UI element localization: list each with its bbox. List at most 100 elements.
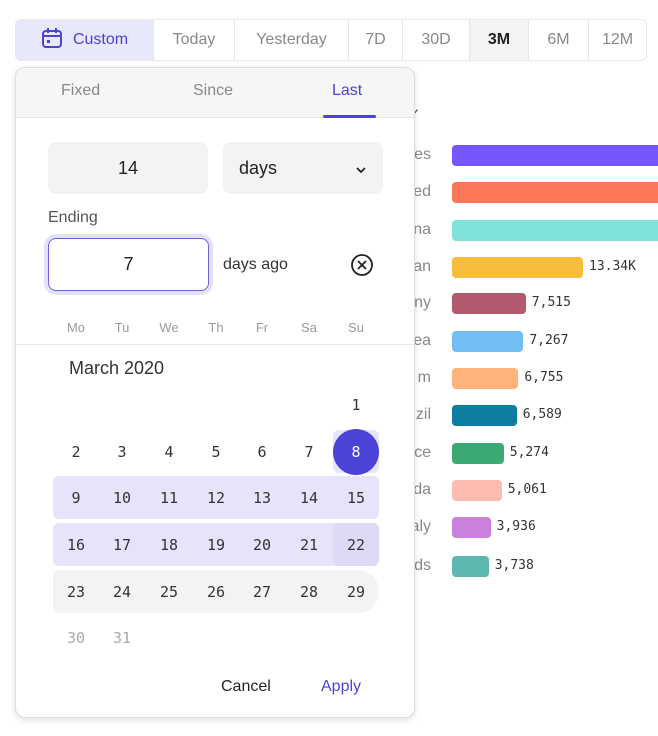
count-value: 14 [117,157,139,178]
calendar-day[interactable]: 23 [66,583,86,601]
preset-label: Custom [72,31,129,48]
weekday-label: Tu [114,320,130,335]
bar-label: aly [410,518,431,535]
preset-label: 7D [365,31,386,48]
preset-today[interactable]: Today [153,20,234,60]
count-input[interactable]: 14 [48,142,208,194]
active-tab-indicator [323,115,376,118]
date-preset-bar: Custom Today Yesterday 7D 30D 3M 6M 12M [15,19,647,61]
calendar-day[interactable]: 10 [112,489,132,507]
bar-value-label: 6,589 [522,407,562,422]
bar[interactable] [452,368,519,389]
preset-6m[interactable]: 6M [528,20,588,60]
date-range-popup: Fixed Since Last 14 days Ending 7 days a… [15,67,415,718]
bar[interactable] [452,405,517,426]
calendar-day[interactable]: 14 [299,489,319,507]
calendar-day[interactable]: 18 [159,536,179,554]
bar-value-label: 3,738 [494,558,534,573]
calendar-day[interactable]: 7 [304,443,314,461]
preset-yesterday[interactable]: Yesterday [234,20,348,60]
calendar-day[interactable]: 1 [351,396,361,414]
preset-label: Yesterday [256,31,327,48]
bar[interactable] [452,182,658,203]
preset-7d[interactable]: 7D [348,20,402,60]
calendar-day[interactable]: 16 [66,536,86,554]
calendar-day[interactable]: 31 [112,629,132,647]
weekday-label: Mo [66,320,86,335]
bar-row: es [0,145,658,166]
calendar-day[interactable]: 20 [252,536,272,554]
calendar-day[interactable]: 12 [206,489,226,507]
preset-label: 12M [601,31,634,48]
check-icon: ✓ [410,106,421,120]
bar-row: ed [0,182,658,203]
bar[interactable] [452,257,583,278]
bar-label: an [413,258,431,275]
bar-row: ds 3,738 [0,556,658,577]
calendar-day[interactable]: 3 [117,443,127,461]
bar-label: na [413,221,431,238]
bar[interactable] [452,145,658,166]
calendar-day[interactable]: 24 [112,583,132,601]
tab-last[interactable]: Last [332,82,363,99]
calendar-day[interactable]: 13 [252,489,272,507]
preset-label: 6M [547,31,570,48]
weekday-label: Th [208,320,224,335]
bar[interactable] [452,556,489,577]
weekday-label: Su [348,320,364,335]
bar-row: da 5,061 [0,480,658,501]
range-highlight [53,523,379,566]
preset-30d[interactable]: 30D [402,20,469,60]
calendar-day[interactable]: 15 [346,489,366,507]
calendar-day[interactable]: 9 [71,489,81,507]
calendar-day[interactable]: 4 [164,443,174,461]
ending-label: Ending [48,209,98,226]
cancel-button[interactable]: Cancel [221,678,271,695]
calendar-day[interactable]: 27 [252,583,272,601]
calendar-day[interactable]: 8 [333,429,379,475]
bar[interactable] [452,443,504,464]
weekday-label: We [159,320,179,335]
calendar-day[interactable]: 6 [257,443,267,461]
tab-since[interactable]: Since [193,82,234,99]
calendar-day[interactable]: 5 [211,443,221,461]
preset-custom[interactable]: Custom [16,20,153,60]
bar-value-label: 7,267 [529,333,569,348]
calendar-day[interactable]: 28 [299,583,319,601]
calendar-day[interactable]: 26 [206,583,226,601]
calendar-day[interactable]: 22 [346,536,366,554]
calendar-day[interactable]: 19 [206,536,226,554]
tab-fixed[interactable]: Fixed [61,82,101,99]
bar[interactable] [452,293,526,314]
bar-label: ed [413,183,431,200]
calendar-day[interactable]: 30 [66,629,86,647]
bar-row: aly 3,936 [0,517,658,538]
calendar-day[interactable]: 25 [159,583,179,601]
bar[interactable] [452,220,658,241]
bar[interactable] [452,517,491,538]
calendar-day[interactable]: 21 [299,536,319,554]
bar-value-label: 5,061 [507,482,547,497]
bar-label: ea [413,332,431,349]
divider [16,344,414,345]
range-end-highlight [333,523,379,566]
calendar-day[interactable]: 11 [159,489,179,507]
calendar-day[interactable]: 17 [112,536,132,554]
calendar-day[interactable]: 29 [346,583,366,601]
range-highlight [53,570,379,613]
bar[interactable] [452,480,502,501]
unit-select[interactable]: days [223,142,383,194]
bar-row: ny 7,515 [0,293,658,314]
range-mode-tabs: Fixed Since Last [16,68,414,118]
clear-icon[interactable] [350,253,374,282]
preset-label: Today [172,31,216,48]
bar-value-label: 3,936 [496,519,536,534]
calendar-day[interactable]: 2 [71,443,81,461]
calendar-icon [41,27,63,54]
preset-12m[interactable]: 12M [588,20,646,60]
apply-button[interactable]: Apply [321,678,362,695]
ending-input[interactable]: 7 [48,238,209,291]
preset-3m[interactable]: 3M [469,20,528,60]
bar[interactable] [452,331,524,352]
